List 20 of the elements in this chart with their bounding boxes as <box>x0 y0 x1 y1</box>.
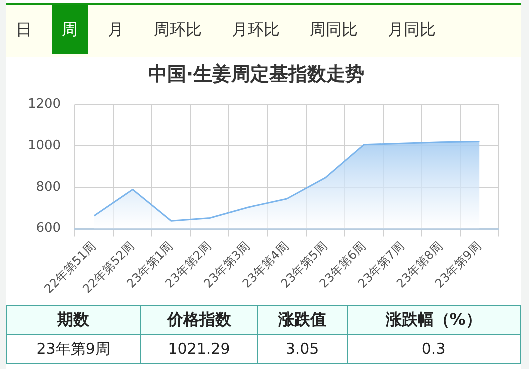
text: 周环比 <box>153 19 203 41</box>
text: 月同比 <box>387 19 437 41</box>
y-tick-label: 1200 <box>28 97 62 112</box>
text: 周同比 <box>309 19 359 41</box>
text: 0.3 <box>347 334 520 364</box>
chart-title: 中国·生姜周定基指数走势 <box>148 63 365 86</box>
text: 1021.29 <box>140 334 258 364</box>
text: 期数 <box>6 306 141 334</box>
text: 3.05 <box>258 334 348 364</box>
text: 周 <box>52 5 88 54</box>
text: 月环比 <box>231 19 281 41</box>
text: 涨跌幅（%） <box>347 306 520 334</box>
text: 月 <box>107 19 125 41</box>
text: 涨跌值 <box>258 306 348 334</box>
text: 价格指数 <box>140 306 258 334</box>
y-tick-label: 600 <box>36 221 62 236</box>
y-tick-label: 1000 <box>28 138 62 154</box>
text: 23年第9周 <box>6 334 141 364</box>
text: 日 <box>15 19 33 41</box>
y-tick-label: 800 <box>36 180 62 195</box>
